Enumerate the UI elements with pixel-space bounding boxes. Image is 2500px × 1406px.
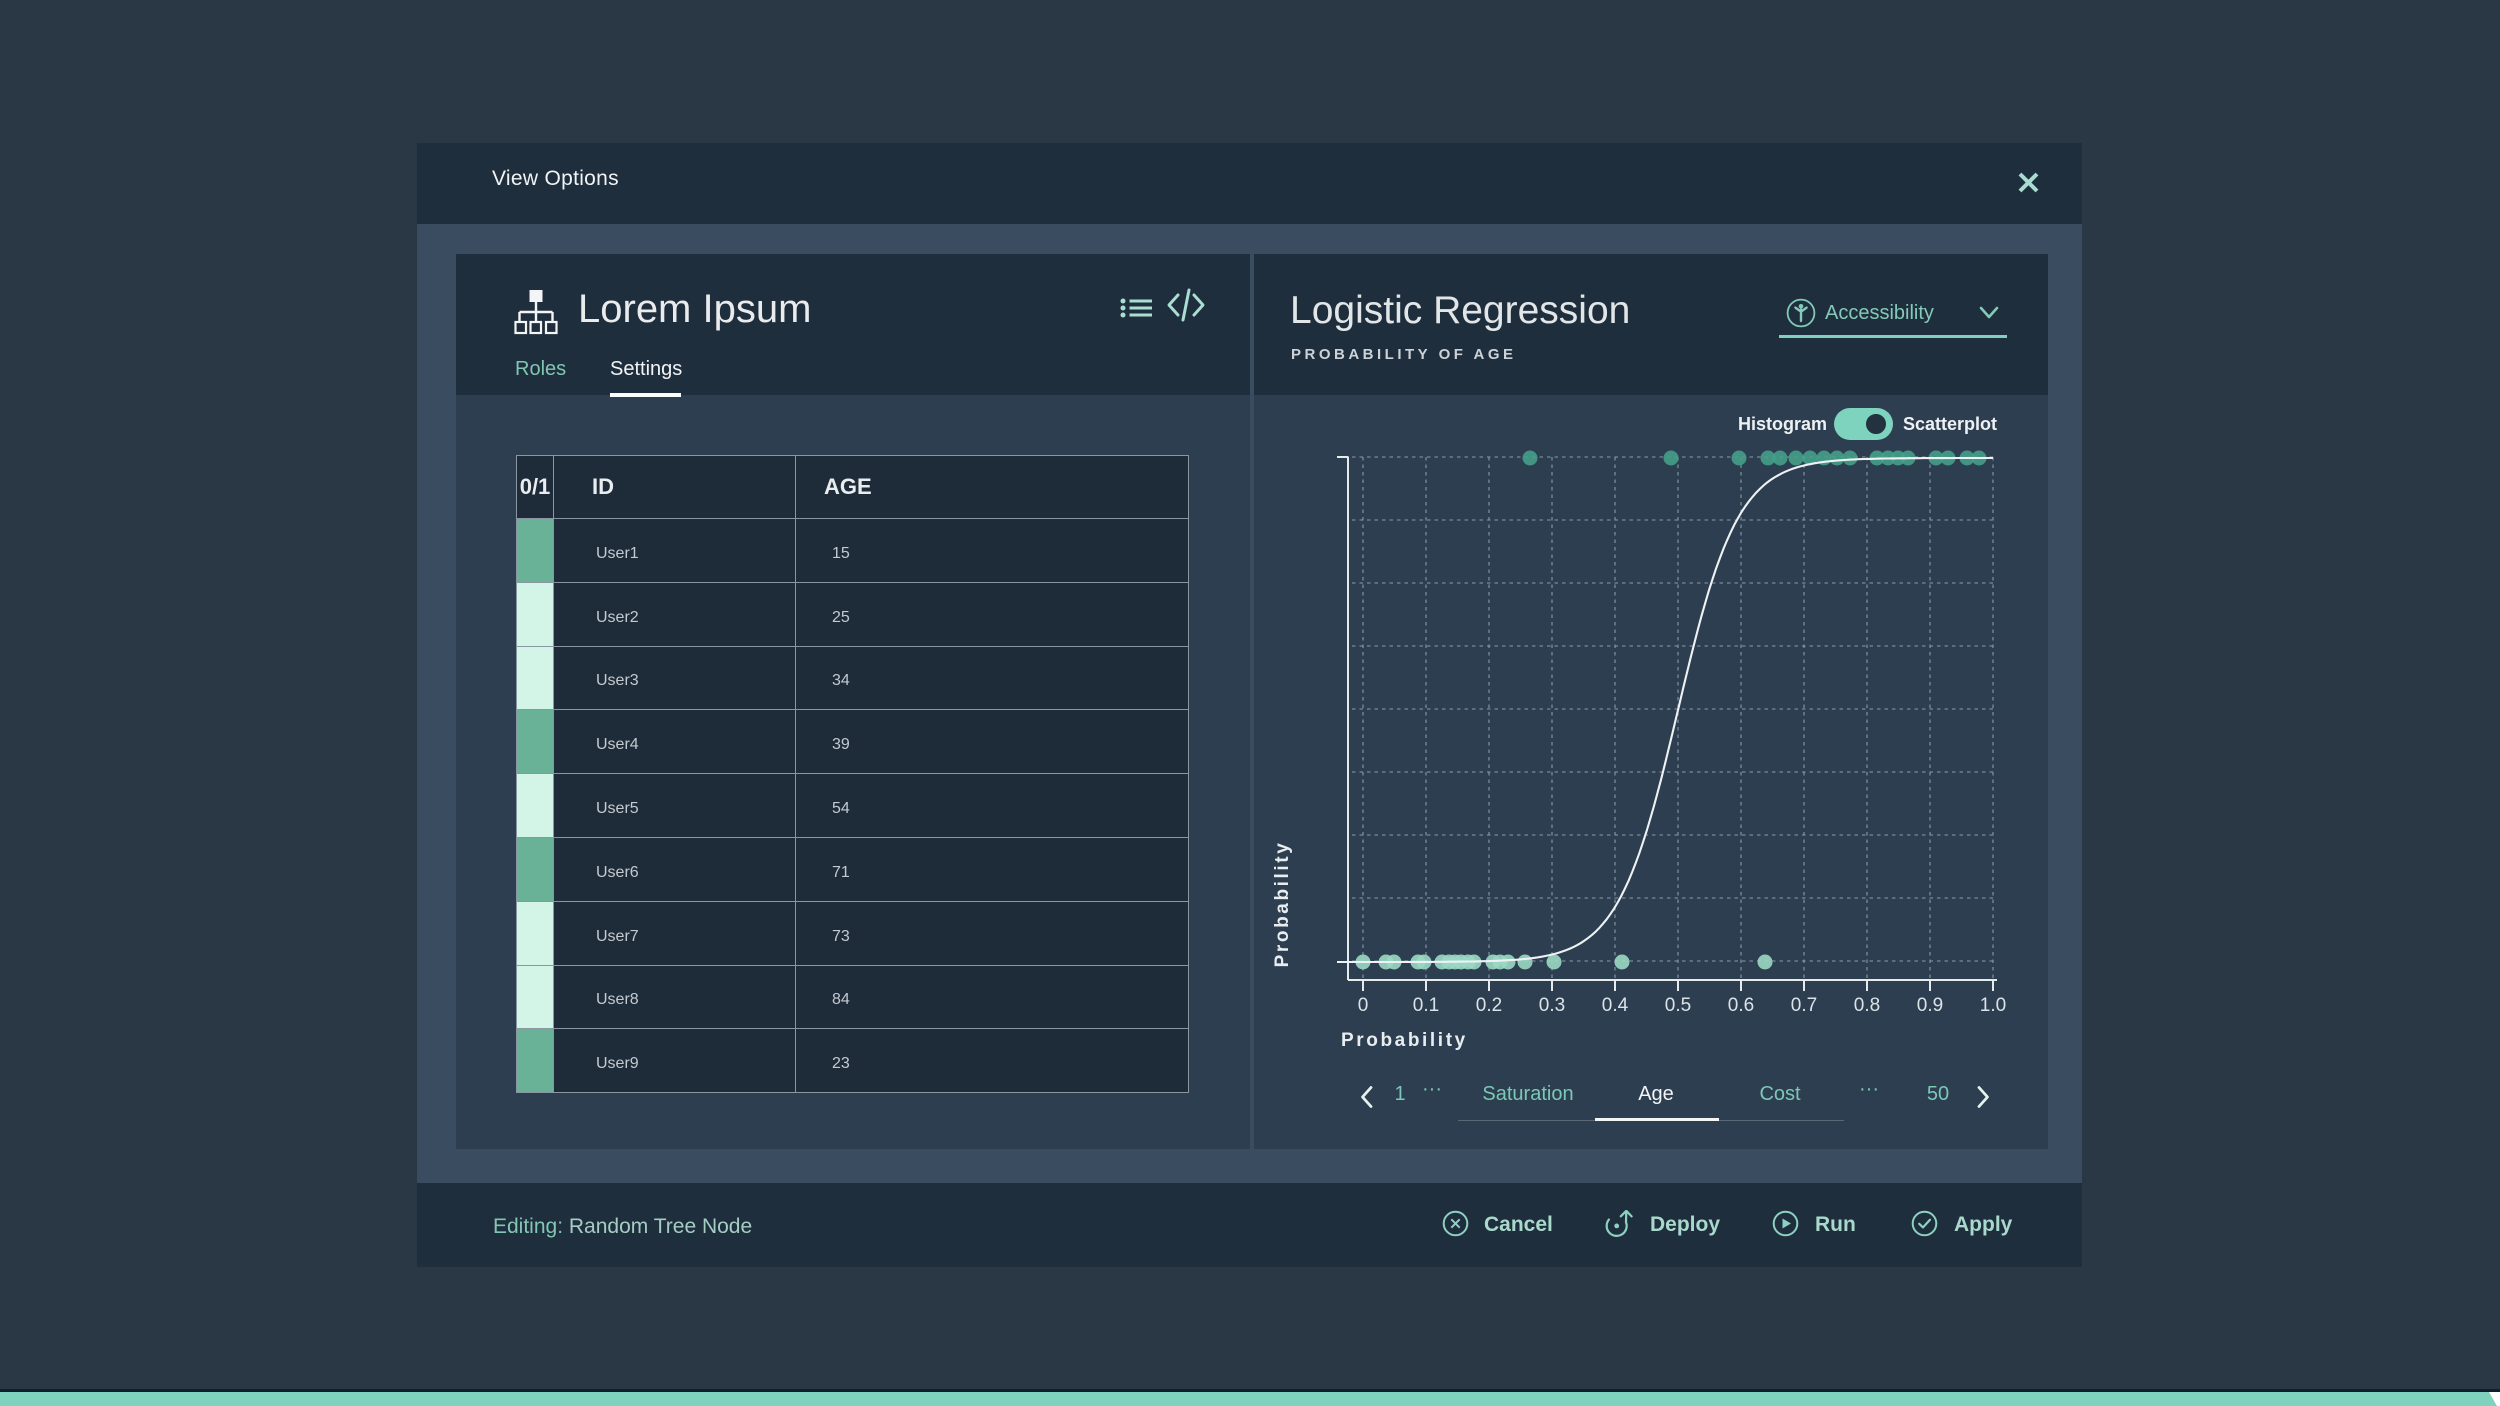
svg-text:0.2: 0.2 bbox=[1476, 995, 1502, 1016]
svg-text:0.3: 0.3 bbox=[1539, 995, 1565, 1016]
svg-text:0.8: 0.8 bbox=[1854, 995, 1880, 1016]
svg-text:0.1: 0.1 bbox=[1413, 995, 1439, 1016]
svg-text:0.5: 0.5 bbox=[1665, 995, 1691, 1016]
svg-text:0.4: 0.4 bbox=[1602, 995, 1629, 1016]
svg-text:0.6: 0.6 bbox=[1728, 995, 1754, 1016]
svg-text:0: 0 bbox=[1358, 995, 1369, 1016]
svg-text:0.9: 0.9 bbox=[1917, 995, 1943, 1016]
svg-text:Probability: Probability bbox=[1272, 841, 1293, 968]
svg-text:Probability: Probability bbox=[1341, 1030, 1468, 1051]
svg-text:0.7: 0.7 bbox=[1791, 995, 1817, 1016]
svg-text:1.0: 1.0 bbox=[1980, 995, 2006, 1016]
